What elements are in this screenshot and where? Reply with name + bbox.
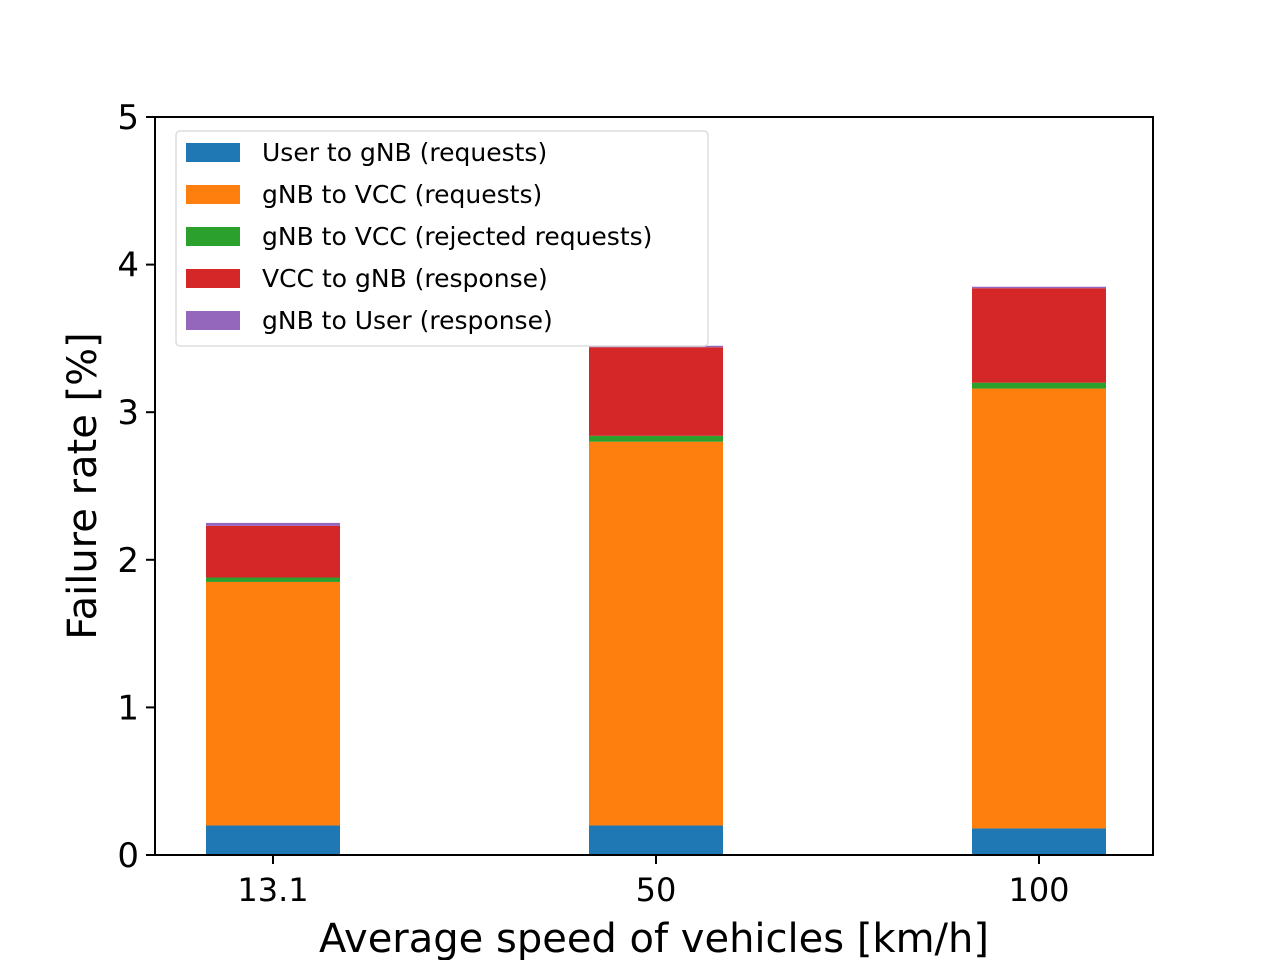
- plot-frame: [154, 116, 1154, 856]
- legend: User to gNB (requests) gNB to VCC (reques…: [175, 130, 709, 347]
- bar-segment-100-series-1: [972, 388, 1106, 829]
- legend-swatch: [186, 311, 240, 330]
- bar-segment-100-series-2: [972, 382, 1106, 389]
- y-axis: 0 1 2 3 4 5: [117, 98, 155, 876]
- legend-swatch: [186, 185, 240, 204]
- y-tick-label: 3: [117, 393, 139, 433]
- bar-segment-50-series-2: [589, 435, 723, 442]
- bar-segment-13.1-series-4: [206, 522, 340, 526]
- x-tick-label: 13.1: [237, 871, 308, 909]
- x-tick-label: 100: [1008, 871, 1069, 909]
- y-tick-label: 4: [117, 246, 139, 286]
- bar-segment-13.1-series-2: [206, 577, 340, 582]
- x-axis-title: Average speed of vehicles [km/h]: [319, 916, 989, 960]
- y-tick-label: 2: [117, 541, 139, 581]
- bar-segment-100-series-4: [972, 286, 1106, 289]
- bar-segment-50-series-3: [589, 347, 723, 436]
- legend-label: gNB to VCC (rejected requests): [262, 222, 652, 251]
- legend-swatch: [186, 269, 240, 288]
- legend-swatch: [186, 227, 240, 246]
- bar-segment-50-series-1: [589, 441, 723, 826]
- legend-swatch: [186, 143, 240, 162]
- y-tick-label: 0: [117, 836, 139, 876]
- bar-segment-13.1-series-1: [206, 581, 340, 826]
- y-tick-label: 1: [117, 688, 139, 728]
- bars-layer: [206, 286, 1106, 855]
- bar-segment-13.1-series-3: [206, 525, 340, 578]
- bar-segment-100-series-3: [972, 288, 1106, 383]
- bar-segment-13.1-series-0: [206, 825, 340, 855]
- legend-label: User to gNB (requests): [262, 138, 547, 167]
- y-tick-label: 5: [117, 98, 139, 138]
- legend-label: VCC to gNB (response): [262, 264, 548, 293]
- legend-label: gNB to User (response): [262, 306, 553, 335]
- x-tick-label: 50: [636, 871, 677, 909]
- legend-box: [175, 130, 709, 347]
- bar-segment-50-series-0: [589, 825, 723, 855]
- legend-label: gNB to VCC (requests): [262, 180, 542, 209]
- x-axis: 13.1 50 100: [237, 855, 1070, 909]
- bar-segment-100-series-0: [972, 828, 1106, 855]
- y-axis-title: Failure rate [%]: [60, 332, 106, 640]
